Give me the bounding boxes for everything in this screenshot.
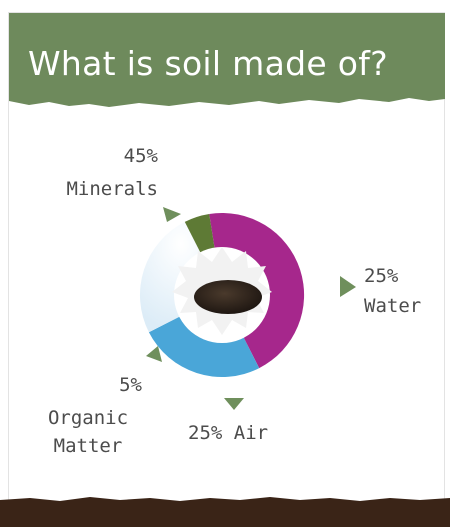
footer-band — [0, 497, 450, 527]
pointer-water — [340, 276, 356, 297]
label-organic: Organic Matter — [47, 407, 129, 457]
page-title: What is soil made of? — [28, 44, 388, 83]
label-minerals-percent: 45% — [123, 145, 158, 167]
pointer-air — [224, 398, 244, 410]
label-air: 25% Air — [188, 422, 268, 445]
label-minerals: Minerals — [66, 178, 158, 200]
label-air-percent: 25% — [188, 422, 223, 444]
soil-pile-icon — [194, 280, 262, 314]
title-banner — [9, 13, 445, 107]
label-air-name: Air — [233, 422, 269, 444]
label-organic-percent: 5% — [119, 374, 142, 396]
label-water-percent: 25% — [364, 265, 399, 287]
pointer-organic — [146, 346, 162, 362]
label-water: Water — [364, 295, 422, 317]
pointer-minerals — [163, 207, 181, 222]
